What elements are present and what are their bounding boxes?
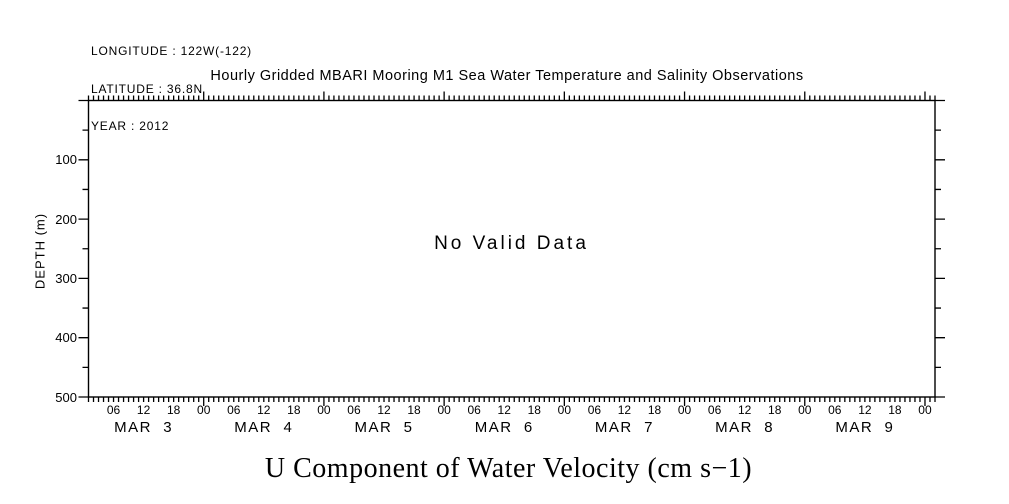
x-hour-label: 18	[166, 403, 181, 417]
x-hour-label: 18	[407, 403, 421, 417]
x-hour-label: 12	[737, 403, 752, 417]
x-hour-label: 06	[347, 403, 361, 417]
x-hour-label: 00	[677, 403, 692, 417]
metadata-block: LONGITUDE : 122W(-122) LATITUDE : 36.8N …	[91, 20, 252, 158]
x-day-label: MAR 7	[594, 419, 654, 436]
plot-title: Hourly Gridded MBARI Mooring M1 Sea Wate…	[210, 68, 804, 84]
x-day-label: MAR 6	[474, 419, 534, 436]
x-axis-title: U Component of Water Velocity (cm s−1)	[264, 453, 753, 484]
x-hour-label: 12	[497, 403, 511, 417]
x-hour-label: 00	[557, 403, 571, 417]
y-tick-label: 400	[55, 330, 77, 346]
x-hour-label: 06	[106, 403, 121, 417]
x-hour-label: 06	[227, 403, 241, 417]
x-hour-label: 06	[467, 403, 481, 417]
x-hour-label: 06	[828, 403, 842, 417]
x-hour-label: 18	[647, 403, 662, 417]
x-day-label: MAR 5	[354, 419, 414, 436]
x-day-label: MAR 8	[715, 419, 775, 436]
no-data-message: No Valid Data	[434, 233, 589, 254]
plot-box	[87, 99, 936, 398]
x-hour-label: 06	[587, 403, 602, 417]
x-hour-label: 06	[707, 403, 722, 417]
x-hour-label: 12	[136, 403, 151, 417]
x-hour-label: 12	[858, 403, 872, 417]
metadata-year: YEAR : 2012	[91, 119, 170, 133]
x-hour-label: 00	[798, 403, 812, 417]
metadata-longitude: LONGITUDE : 122W(-122)	[91, 44, 252, 58]
x-hour-label: 12	[257, 403, 271, 417]
x-hour-label: 12	[377, 403, 391, 417]
x-hour-label: 00	[437, 403, 451, 417]
y-tick-label: 200	[55, 211, 77, 227]
y-tick-label: 500	[55, 389, 77, 405]
y-tick-label: 300	[55, 270, 77, 286]
x-hour-label: 18	[527, 403, 541, 417]
y-tick-label: 100	[55, 152, 77, 168]
x-day-label: MAR 3	[114, 419, 174, 436]
x-hour-label: 00	[197, 403, 211, 417]
axis-ticks	[78, 91, 945, 406]
x-day-label: MAR 9	[835, 419, 895, 436]
x-hour-label: 00	[317, 403, 331, 417]
x-hour-label: 18	[768, 403, 782, 417]
x-hour-label: 18	[287, 403, 301, 417]
x-hour-label: 18	[888, 403, 902, 417]
x-hour-label: 00	[918, 403, 932, 417]
metadata-latitude: LATITUDE : 36.8N	[91, 81, 203, 96]
x-hour-label: 12	[617, 403, 632, 417]
x-day-label: MAR 4	[234, 419, 294, 436]
